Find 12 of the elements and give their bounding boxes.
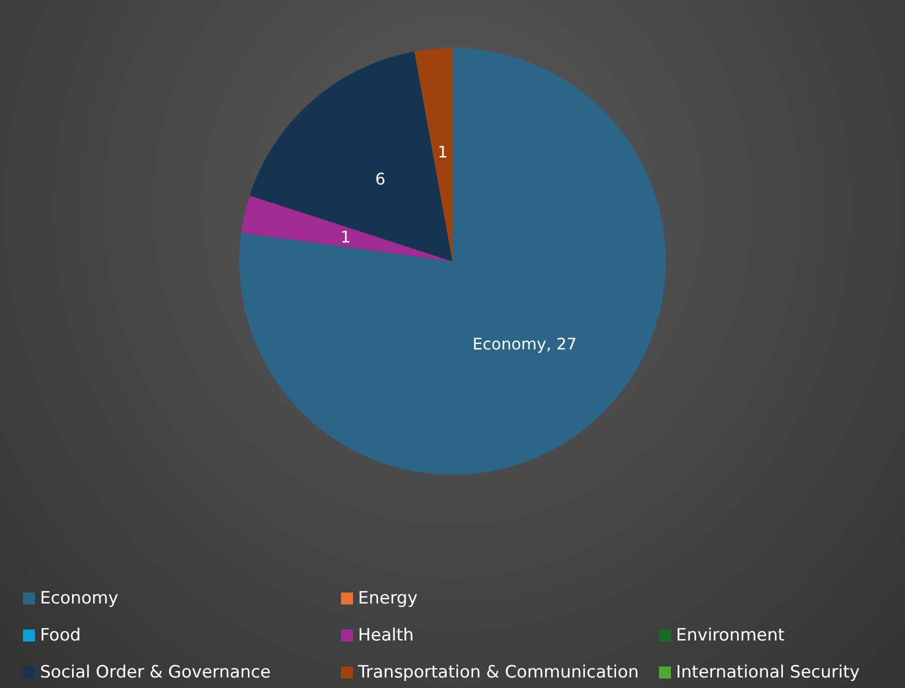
- legend-label: Transportation & Communication: [357, 662, 639, 682]
- legend-label: Food: [40, 626, 81, 646]
- data-label: Economy, 27: [472, 334, 577, 354]
- legend-label: Social Order & Governance: [40, 662, 271, 682]
- data-label: 6: [375, 169, 386, 188]
- legend-label: Health: [358, 626, 414, 646]
- data-label: 1: [340, 228, 351, 247]
- legend-label: Economy: [40, 588, 118, 608]
- legend-label: Environment: [676, 626, 785, 646]
- data-label: 1: [438, 142, 448, 162]
- legend-label: Energy: [358, 588, 418, 608]
- legend-label: International Security: [676, 662, 860, 682]
